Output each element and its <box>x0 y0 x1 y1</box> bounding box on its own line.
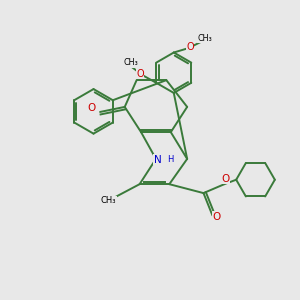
Text: CH₃: CH₃ <box>198 34 212 43</box>
Text: O: O <box>222 174 230 184</box>
Text: O: O <box>186 42 194 52</box>
Text: O: O <box>213 212 221 222</box>
Text: O: O <box>136 69 144 79</box>
Text: N: N <box>154 154 161 164</box>
Text: H: H <box>167 155 174 164</box>
Text: CH₃: CH₃ <box>100 196 116 205</box>
Text: O: O <box>88 103 96 113</box>
Text: CH₃: CH₃ <box>124 58 138 68</box>
